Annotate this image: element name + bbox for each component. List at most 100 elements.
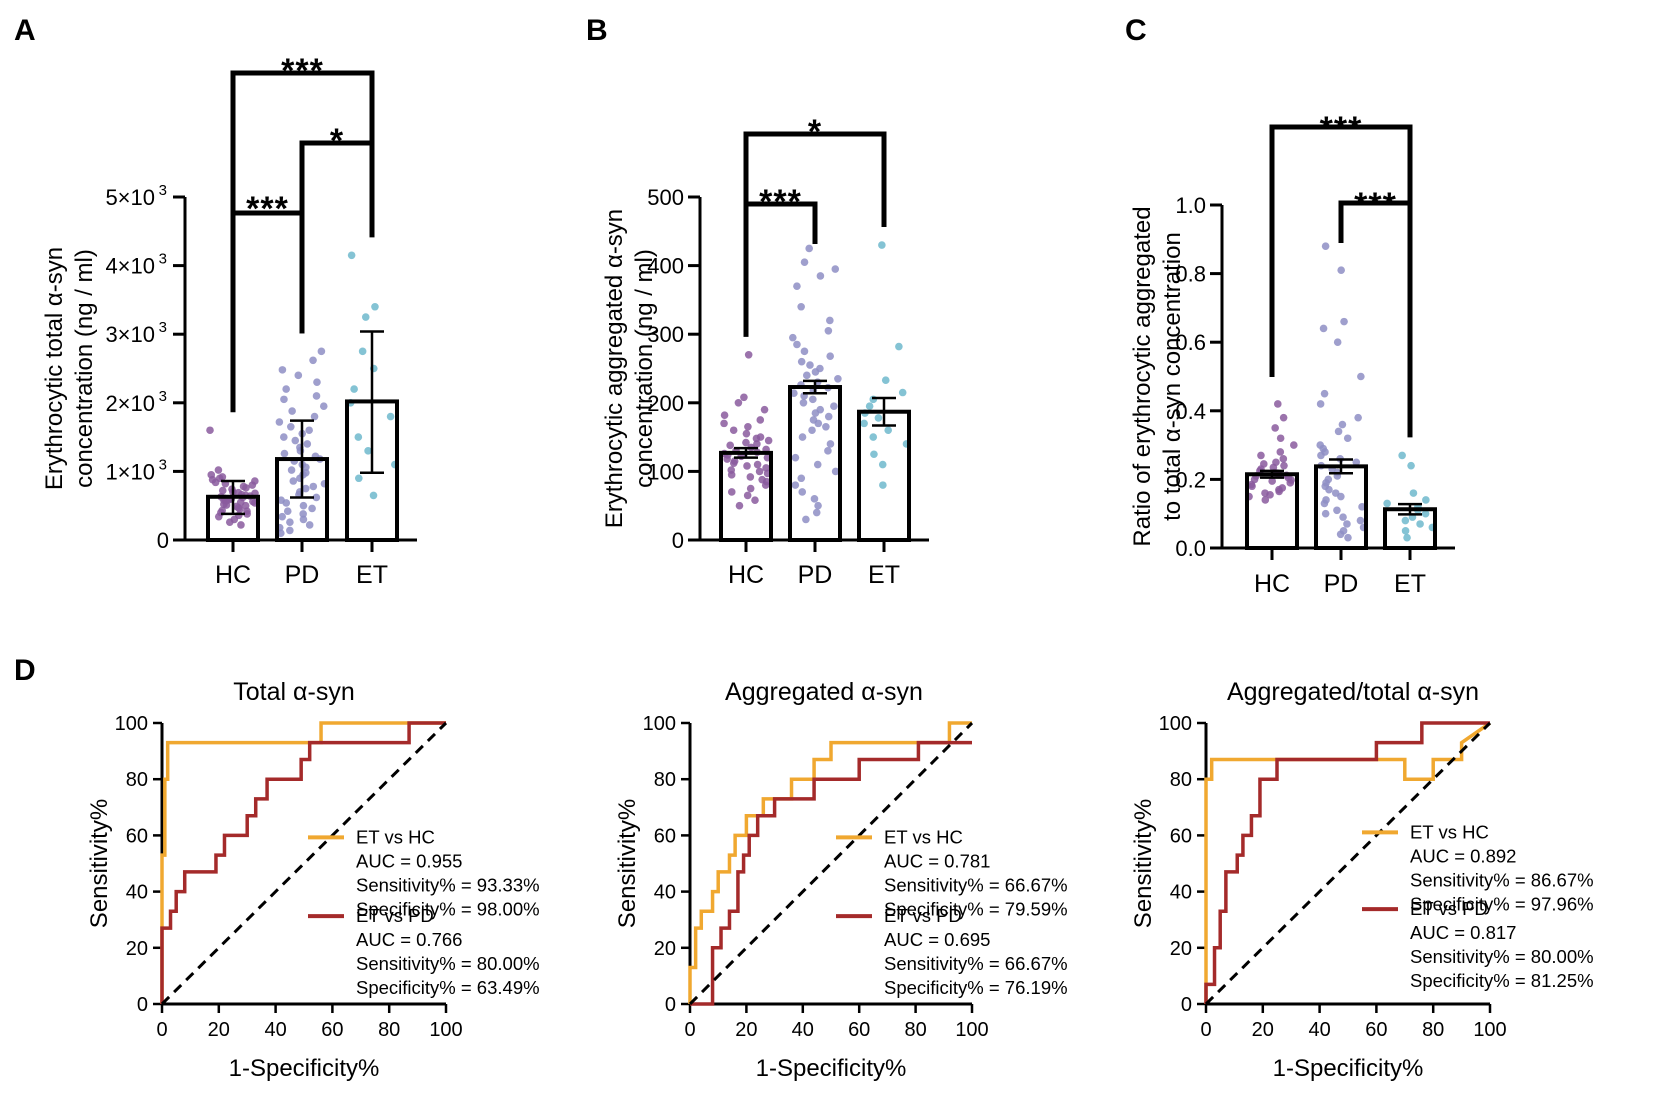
y-axis-label-line1: Erythrocytic aggregated α-syn (601, 209, 628, 528)
data-point (278, 366, 287, 374)
reference-diagonal-line (160, 721, 448, 1006)
data-point (313, 378, 321, 387)
legend-name: ET vs PD (356, 905, 434, 926)
roc-curve-et-vs-pd (160, 721, 446, 1004)
data-point (1354, 413, 1362, 422)
legend-sensitivity: Sensitivity% = 66.67% (884, 874, 1068, 895)
legend-name: ET vs HC (884, 826, 963, 847)
data-point (1279, 455, 1288, 463)
data-point (309, 356, 317, 365)
y-tick-label: 0 (665, 994, 676, 1016)
x-axis-label: 1-Specificity% (756, 1055, 907, 1082)
y-tick-label: 20 (126, 938, 148, 960)
data-point (740, 393, 748, 402)
data-point (287, 466, 296, 474)
data-point (358, 347, 367, 356)
data-point (727, 488, 736, 496)
y-tick-label: 60 (654, 825, 676, 847)
data-point (869, 433, 878, 441)
y-tick-label: 0 (137, 994, 148, 1016)
data-point (735, 501, 744, 510)
data-point (1421, 509, 1430, 518)
data-point (1316, 400, 1325, 408)
significance-stars: *** (1354, 186, 1397, 224)
data-point (753, 440, 761, 448)
roc-title: Aggregated/total α-syn (1227, 678, 1479, 706)
x-tick-label: 100 (429, 1019, 462, 1041)
y-tick-label: 60 (126, 825, 148, 847)
data-point (727, 471, 736, 479)
data-point (1317, 451, 1325, 460)
data-point (1416, 520, 1424, 528)
significance-stars: *** (246, 190, 289, 228)
data-point (299, 510, 307, 518)
y-tick-label: 80 (1170, 769, 1192, 791)
data-point (793, 340, 801, 349)
data-point (1336, 530, 1345, 539)
x-tick-label: 100 (955, 1019, 988, 1041)
data-point (309, 482, 318, 491)
data-point (802, 515, 810, 524)
category-label-pd: PD (285, 561, 320, 589)
x-tick-label: 40 (1308, 1019, 1330, 1041)
data-point (743, 462, 751, 470)
significance-stars: * (330, 122, 344, 160)
data-point (755, 467, 764, 476)
panel-c-letter: C (1125, 14, 1147, 47)
data-point (1334, 427, 1343, 436)
data-point (881, 376, 890, 384)
y-tick-label: 2×10 (105, 391, 155, 416)
significance-stars: *** (281, 52, 324, 90)
data-point (280, 395, 288, 404)
panel-b: B 0 100 200 300 400 500 Erythrocytic aggregate… (586, 14, 929, 589)
legend-name: ET vs PD (884, 905, 962, 926)
data-point (1266, 491, 1274, 499)
data-point (1274, 400, 1282, 408)
x-tick-label: 60 (1365, 1019, 1387, 1041)
data-point (756, 416, 765, 424)
data-point (1409, 489, 1418, 497)
data-point (286, 518, 294, 526)
y-tick-label: 40 (126, 882, 148, 904)
reference-diagonal-line (1204, 721, 1492, 1006)
data-point (218, 486, 227, 495)
data-point (793, 282, 801, 290)
y-axis-label-line2: concentration (ng / ml) (631, 249, 658, 488)
data-point (744, 350, 753, 359)
y-tick-label: 40 (654, 882, 676, 904)
data-point (812, 508, 821, 517)
data-point (1280, 461, 1288, 470)
legend-auc: AUC = 0.695 (884, 929, 990, 950)
data-point (800, 258, 809, 266)
data-point (791, 453, 800, 462)
data-point (798, 488, 807, 496)
y-tick-exponent: 3 (159, 319, 167, 336)
x-tick-label: 60 (848, 1019, 870, 1041)
data-point (805, 244, 813, 253)
data-point (826, 440, 835, 448)
data-point (354, 433, 363, 441)
data-point (824, 326, 833, 335)
legend-et-vs-hc: ET vs HC AUC = 0.781 Sensitivity% = 66.67%… (836, 826, 1068, 919)
data-point (799, 399, 808, 407)
legend-specificity: Specificity% = 97.96% (1410, 893, 1594, 914)
data-point (830, 402, 838, 411)
x-tick-label: 80 (378, 1019, 400, 1041)
panel-a-letter: A (14, 14, 36, 47)
data-point (800, 347, 809, 356)
data-point (291, 436, 300, 445)
data-point (1339, 513, 1347, 521)
legend-sensitivity: Sensitivity% = 93.33% (356, 874, 540, 895)
data-point (222, 501, 231, 509)
y-axis-label: Sensitivity% (86, 799, 113, 928)
x-tick-label: 0 (684, 1019, 695, 1041)
data-point (811, 368, 820, 376)
data-point (286, 526, 294, 535)
data-point (729, 459, 738, 467)
data-point (822, 423, 830, 431)
data-point (1422, 496, 1430, 504)
data-point (879, 481, 887, 489)
data-point (753, 460, 762, 469)
data-point (814, 419, 823, 428)
data-point (301, 484, 310, 493)
